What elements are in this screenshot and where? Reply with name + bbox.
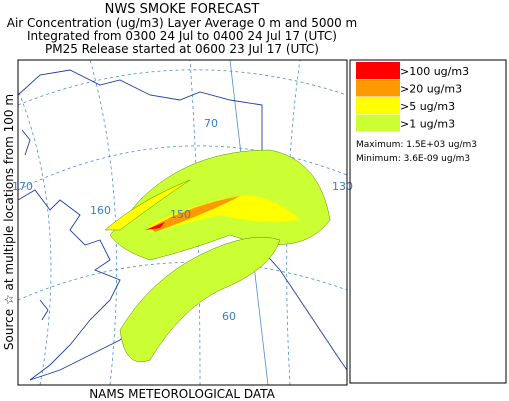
legend-swatch (356, 79, 400, 97)
legend-box (349, 59, 507, 384)
grid-label: 170 (12, 180, 33, 193)
legend-label: >1 ug/m3 (400, 118, 455, 131)
legend-minimum: Minimum: 3.6E-09 ug/m3 (356, 154, 470, 164)
subtitle: Air Concentration (ug/m3) Layer Average … (7, 16, 358, 30)
footer: NAMS METEOROLOGICAL DATA (89, 387, 275, 401)
grid-label: 150 (170, 208, 191, 221)
grid-label: 160 (90, 204, 111, 217)
subtitle: PM25 Release started at 0600 23 Jul 17 (… (45, 42, 319, 56)
grid-label: 60 (222, 310, 236, 323)
subtitle: Integrated from 0300 24 Jul to 0400 24 J… (27, 29, 337, 43)
legend-label: >20 ug/m3 (400, 83, 462, 96)
title: NWS SMOKE FORECAST (105, 2, 260, 17)
side-label: Source ☆ at multiple locations from 100 … (2, 94, 16, 350)
grid-label: 130 (332, 180, 353, 193)
legend-label: >100 ug/m3 (400, 65, 469, 78)
legend-swatch (356, 62, 400, 79)
legend: >100 ug/m3 >20 ug/m3 >5 ug/m3 >1 ug/m3 (356, 62, 469, 132)
legend-maximum: Maximum: 1.5E+03 ug/m3 (356, 140, 477, 150)
map: 170 160 70 130 150 60 (12, 59, 353, 386)
legend-swatch (356, 114, 400, 132)
grid-label: 70 (204, 117, 218, 130)
legend-swatch (356, 97, 400, 114)
legend-label: >5 ug/m3 (400, 100, 455, 113)
